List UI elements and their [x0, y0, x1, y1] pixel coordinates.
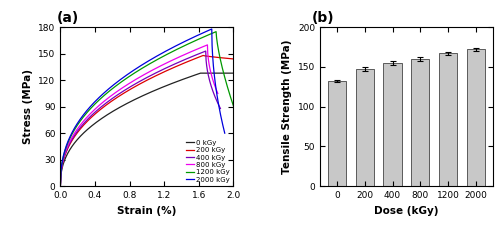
200 kGy	[200, 54, 206, 57]
200 kGy	[220, 57, 226, 59]
200 kGy	[106, 102, 112, 105]
200 kGy	[231, 58, 237, 60]
400 kGy	[57, 185, 63, 188]
0 kGy	[105, 113, 111, 116]
X-axis label: Strain (%): Strain (%)	[117, 206, 177, 216]
Bar	[439, 54, 457, 186]
Legend: 0 kGy, 200 kGy, 400 kGy, 800 kGy, 1200 kGy, 2000 kGy: 0 kGy, 200 kGy, 400 kGy, 800 kGy, 1200 k…	[185, 138, 231, 184]
0 kGy	[57, 185, 63, 188]
1200 kGy	[145, 63, 151, 66]
200 kGy	[57, 185, 63, 188]
400 kGy	[139, 79, 145, 81]
Text: (a): (a)	[57, 11, 79, 25]
400 kGy	[185, 57, 191, 60]
800 kGy	[211, 83, 217, 85]
1200 kGy	[201, 35, 207, 38]
800 kGy	[57, 185, 63, 188]
2000 kGy	[197, 33, 203, 36]
Bar	[356, 69, 374, 186]
Bar	[383, 63, 401, 186]
2000 kGy	[190, 36, 196, 39]
0 kGy	[136, 96, 142, 99]
0 kGy	[219, 72, 225, 74]
2000 kGy	[217, 111, 223, 114]
Y-axis label: Stress (MPa): Stress (MPa)	[23, 69, 33, 144]
Line: 200 kGy: 200 kGy	[60, 55, 234, 186]
X-axis label: Dose (kGy): Dose (kGy)	[374, 206, 439, 216]
400 kGy	[192, 54, 198, 57]
2000 kGy	[109, 85, 115, 88]
400 kGy	[203, 50, 209, 52]
400 kGy	[107, 99, 113, 102]
2000 kGy	[209, 28, 215, 30]
1200 kGy	[57, 185, 63, 188]
0 kGy	[187, 76, 193, 78]
Line: 1200 kGy: 1200 kGy	[60, 32, 234, 186]
200 kGy	[138, 82, 144, 85]
200 kGy	[189, 58, 195, 61]
2000 kGy	[65, 139, 71, 142]
800 kGy	[65, 143, 71, 146]
1200 kGy	[213, 30, 219, 33]
Line: 0 kGy: 0 kGy	[60, 73, 234, 186]
200 kGy	[65, 147, 71, 149]
0 kGy	[198, 72, 204, 74]
1200 kGy	[231, 107, 237, 110]
400 kGy	[65, 145, 71, 148]
0 kGy	[180, 78, 186, 81]
0 kGy	[231, 72, 237, 74]
2000 kGy	[143, 61, 149, 64]
1200 kGy	[225, 87, 231, 90]
400 kGy	[217, 107, 223, 110]
1200 kGy	[194, 39, 200, 41]
Bar	[411, 59, 430, 186]
400 kGy	[212, 96, 218, 99]
1200 kGy	[110, 87, 116, 90]
2000 kGy	[57, 185, 63, 188]
800 kGy	[193, 48, 199, 51]
800 kGy	[215, 92, 221, 95]
800 kGy	[204, 44, 210, 46]
Line: 400 kGy: 400 kGy	[60, 51, 220, 186]
Line: 2000 kGy: 2000 kGy	[60, 29, 225, 186]
200 kGy	[183, 61, 189, 64]
Bar	[328, 81, 346, 186]
0 kGy	[65, 152, 71, 154]
Bar	[467, 49, 485, 186]
2000 kGy	[222, 132, 228, 135]
Y-axis label: Tensile Strength (MPa): Tensile Strength (MPa)	[282, 39, 292, 174]
Line: 800 kGy: 800 kGy	[60, 45, 218, 186]
800 kGy	[140, 74, 146, 76]
Text: (b): (b)	[311, 11, 334, 25]
800 kGy	[107, 95, 113, 98]
1200 kGy	[66, 140, 72, 142]
800 kGy	[186, 51, 192, 54]
